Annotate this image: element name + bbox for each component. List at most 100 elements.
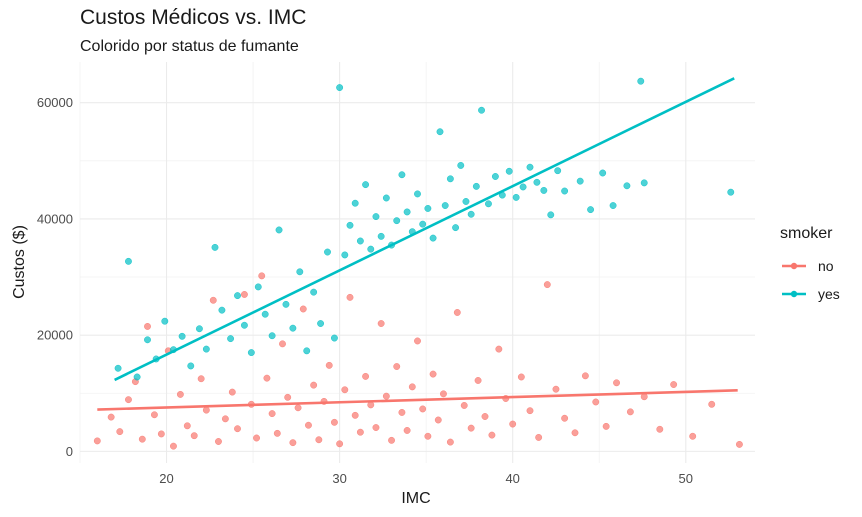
point-yes xyxy=(187,362,195,370)
point-no xyxy=(571,429,579,437)
point-yes xyxy=(178,332,186,340)
point-yes xyxy=(576,177,584,185)
point-yes xyxy=(547,211,555,219)
point-no xyxy=(581,372,589,380)
point-yes xyxy=(377,232,385,240)
point-no xyxy=(626,408,634,416)
point-yes xyxy=(441,202,449,209)
legend-key-point-no xyxy=(790,262,798,270)
point-yes xyxy=(282,300,290,308)
point-no xyxy=(474,377,482,384)
point-yes xyxy=(336,84,344,92)
x-tick-label: 20 xyxy=(159,471,173,486)
point-no xyxy=(526,407,534,415)
point-yes xyxy=(599,169,607,177)
point-yes xyxy=(114,364,122,372)
point-no xyxy=(403,427,411,434)
point-no xyxy=(279,340,286,348)
point-no xyxy=(561,414,569,422)
point-yes xyxy=(289,324,297,332)
point-no xyxy=(305,421,312,429)
point-no xyxy=(93,437,101,445)
point-no xyxy=(183,422,191,430)
point-no xyxy=(460,402,468,409)
point-yes xyxy=(419,220,427,228)
chart-subtitle: Colorido por status de fumante xyxy=(80,38,299,55)
grid-layer xyxy=(79,62,755,463)
point-yes xyxy=(485,200,492,208)
point-no xyxy=(656,425,664,433)
point-yes xyxy=(234,292,241,300)
point-yes xyxy=(512,193,520,201)
point-yes xyxy=(275,226,283,234)
point-no xyxy=(372,424,380,431)
point-yes xyxy=(446,175,454,183)
point-yes xyxy=(240,321,248,329)
point-yes xyxy=(609,202,617,209)
point-yes xyxy=(268,332,276,340)
point-no xyxy=(240,291,248,298)
point-yes xyxy=(324,248,331,256)
point-no xyxy=(325,361,333,369)
point-yes xyxy=(526,163,534,171)
point-yes xyxy=(393,217,401,225)
point-no xyxy=(144,322,151,330)
point-yes xyxy=(403,208,411,216)
point-no xyxy=(467,424,475,432)
point-no xyxy=(336,440,344,448)
point-no xyxy=(414,337,421,345)
point-yes xyxy=(382,194,390,202)
point-no xyxy=(176,390,184,398)
point-no xyxy=(446,438,454,446)
point-yes xyxy=(452,224,460,232)
point-no xyxy=(253,434,260,442)
point-yes xyxy=(296,268,304,276)
point-yes xyxy=(587,206,595,214)
point-no xyxy=(268,410,276,418)
point-yes xyxy=(144,336,151,344)
point-no xyxy=(234,425,241,433)
point-no xyxy=(735,440,743,448)
point-yes xyxy=(414,190,421,198)
trend-line-yes xyxy=(114,77,735,382)
point-yes xyxy=(640,179,648,187)
point-no xyxy=(351,411,359,419)
point-no xyxy=(157,430,165,438)
point-yes xyxy=(372,213,380,221)
point-no xyxy=(273,429,281,437)
point-yes xyxy=(211,243,219,251)
point-yes xyxy=(491,173,499,180)
point-no xyxy=(197,375,205,383)
point-no xyxy=(330,418,338,426)
point-yes xyxy=(462,198,470,205)
legend-label-no: no xyxy=(818,258,834,274)
point-no xyxy=(263,374,271,382)
point-yes xyxy=(356,237,364,245)
point-yes xyxy=(467,210,475,218)
point-yes xyxy=(346,221,354,229)
point-yes xyxy=(540,186,548,194)
y-axis-label: Custos ($) xyxy=(11,225,28,299)
point-no xyxy=(341,386,349,394)
point-yes xyxy=(218,306,226,314)
point-no xyxy=(356,428,364,436)
point-yes xyxy=(341,251,349,259)
point-yes xyxy=(202,345,210,353)
point-no xyxy=(708,400,716,408)
point-no xyxy=(408,383,416,391)
point-no xyxy=(429,370,437,378)
point-no xyxy=(284,393,292,401)
point-no xyxy=(107,413,115,421)
point-no xyxy=(377,320,385,327)
point-no xyxy=(125,396,132,404)
point-yes xyxy=(330,334,338,342)
point-yes xyxy=(367,245,375,253)
point-yes xyxy=(398,171,406,179)
legend-label-yes: yes xyxy=(818,286,840,302)
point-no xyxy=(509,420,517,428)
point-yes xyxy=(554,167,562,175)
point-yes xyxy=(561,187,569,195)
point-no xyxy=(228,388,236,396)
point-no xyxy=(424,432,432,440)
